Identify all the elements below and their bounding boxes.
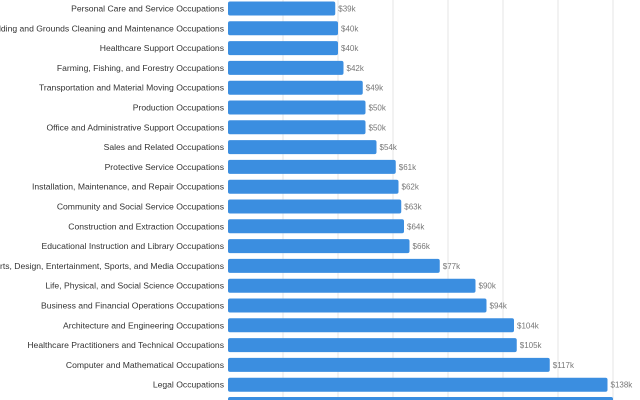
- category-label-5: Production Occupations: [133, 103, 224, 113]
- value-label-14: $90k: [479, 282, 497, 291]
- bar-18[interactable]: [228, 357, 550, 372]
- category-labels: Personal Care and Service Occupations Bui…: [0, 4, 224, 390]
- category-label-16: Architecture and Engineering Occupations: [63, 320, 224, 330]
- category-label-3: Farming, Fishing, and Forestry Occupatio…: [57, 63, 224, 73]
- bar-6[interactable]: [228, 120, 366, 135]
- value-label-8: $61k: [399, 163, 417, 172]
- bar-11[interactable]: [228, 219, 404, 234]
- category-label-6: Office and Administrative Support Occupa…: [46, 122, 224, 132]
- category-label-0: Personal Care and Service Occupations: [71, 4, 224, 14]
- bar-17[interactable]: [228, 338, 517, 353]
- category-label-9: Installation, Maintenance, and Repair Oc…: [32, 182, 224, 192]
- value-label-6: $50k: [369, 123, 387, 132]
- bar-0[interactable]: [228, 1, 336, 16]
- value-label-10: $63k: [404, 203, 422, 212]
- bar-3[interactable]: [228, 60, 344, 75]
- value-labels: $39k $40k $40k $42k $49k $50k $50k $54k $61k $62k…: [338, 5, 633, 390]
- bar-4[interactable]: [228, 80, 363, 95]
- value-label-2: $40k: [341, 44, 359, 53]
- value-label-19: $138k: [611, 381, 634, 390]
- bar-8[interactable]: [228, 159, 396, 174]
- value-label-0: $39k: [338, 5, 356, 14]
- value-label-15: $94k: [490, 302, 508, 311]
- bar-19[interactable]: [228, 377, 608, 392]
- category-label-14: Life, Physical, and Social Science Occup…: [45, 281, 224, 291]
- bar-14[interactable]: [228, 278, 476, 293]
- bar-5[interactable]: [228, 100, 366, 115]
- category-label-15: Business and Financial Operations Occupa…: [41, 301, 224, 311]
- bar-2[interactable]: [228, 41, 338, 56]
- category-label-11: Construction and Extraction Occupations: [68, 221, 224, 231]
- value-label-12: $66k: [413, 242, 431, 251]
- value-label-1: $40k: [341, 24, 359, 33]
- category-label-18: Computer and Mathematical Occupations: [66, 360, 224, 370]
- category-label-2: Healthcare Support Occupations: [100, 43, 224, 53]
- value-label-11: $64k: [407, 222, 425, 231]
- bar-10[interactable]: [228, 199, 402, 214]
- category-label-1: Building and Grounds Cleaning and Mainte…: [0, 23, 224, 33]
- category-label-19: Legal Occupations: [153, 380, 224, 390]
- bar-13[interactable]: [228, 258, 440, 273]
- category-label-8: Protective Service Occupations: [105, 162, 224, 172]
- bar-15[interactable]: [228, 298, 487, 313]
- category-label-10: Community and Social Service Occupations: [57, 202, 224, 212]
- bar-7[interactable]: [228, 140, 377, 155]
- bars: [228, 1, 613, 400]
- category-label-4: Transportation and Material Moving Occup…: [39, 83, 224, 93]
- category-label-7: Sales and Related Occupations: [104, 142, 224, 152]
- bar-12[interactable]: [228, 239, 410, 254]
- value-label-17: $105k: [520, 341, 543, 350]
- category-label-12: Educational Instruction and Library Occu…: [42, 241, 224, 251]
- value-label-18: $117k: [553, 361, 575, 370]
- value-label-16: $104k: [517, 321, 540, 330]
- value-label-4: $49k: [366, 84, 384, 93]
- bar-9[interactable]: [228, 179, 399, 194]
- bar-1[interactable]: [228, 21, 338, 36]
- bar-cut-off: [228, 397, 613, 400]
- category-label-17: Healthcare Practitioners and Technical O…: [27, 340, 224, 350]
- bar-16[interactable]: [228, 318, 514, 333]
- category-label-13: Arts, Design, Entertainment, Sports, and…: [0, 261, 224, 271]
- value-label-5: $50k: [369, 104, 387, 113]
- value-label-13: $77k: [443, 262, 461, 271]
- value-label-7: $54k: [380, 143, 398, 152]
- value-label-3: $42k: [347, 64, 365, 73]
- value-label-9: $62k: [402, 183, 420, 192]
